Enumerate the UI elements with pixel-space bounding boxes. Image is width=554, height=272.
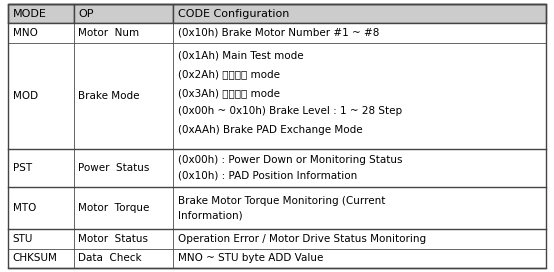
Bar (8, 23, 74, 43)
Text: Information): Information) (178, 211, 242, 221)
Text: Motor  Status: Motor Status (78, 234, 148, 244)
Bar (74, 43, 173, 149)
Text: (0xAAh) Brake PAD Exchange Mode: (0xAAh) Brake PAD Exchange Mode (178, 125, 362, 135)
Bar (74, 4, 173, 23)
Bar (8, 229, 74, 249)
Text: CHKSUM: CHKSUM (13, 253, 58, 263)
Text: (0x1Ah) Main Test mode: (0x1Ah) Main Test mode (178, 50, 304, 60)
Text: Brake Motor Torque Monitoring (Current: Brake Motor Torque Monitoring (Current (178, 196, 385, 206)
Bar (74, 229, 173, 249)
Text: MODE: MODE (13, 9, 47, 19)
Text: MNO: MNO (13, 28, 38, 38)
Text: MOD: MOD (13, 91, 38, 101)
Text: Operation Error / Motor Drive Status Monitoring: Operation Error / Motor Drive Status Mon… (178, 234, 426, 244)
Text: STU: STU (13, 234, 33, 244)
Text: (0x10h) : PAD Position Information: (0x10h) : PAD Position Information (178, 170, 357, 180)
Bar (173, 249, 546, 268)
Bar (173, 187, 546, 229)
Bar (8, 43, 74, 149)
Text: CODE Configuration: CODE Configuration (178, 9, 289, 19)
Bar (74, 23, 173, 43)
Bar (173, 229, 546, 249)
Text: PST: PST (13, 163, 32, 173)
Text: Data  Check: Data Check (78, 253, 142, 263)
Bar (74, 149, 173, 187)
Text: MNO ~ STU byte ADD Value: MNO ~ STU byte ADD Value (178, 253, 323, 263)
Text: Motor  Torque: Motor Torque (78, 203, 150, 213)
Text: (0x10h) Brake Motor Number #1 ~ #8: (0x10h) Brake Motor Number #1 ~ #8 (178, 28, 379, 38)
Text: Motor  Num: Motor Num (78, 28, 140, 38)
Text: (0x2Ah) 상용제동 mode: (0x2Ah) 상용제동 mode (178, 69, 280, 79)
Text: MTO: MTO (13, 203, 36, 213)
Bar (173, 4, 546, 23)
Text: Brake Mode: Brake Mode (78, 91, 140, 101)
Bar (74, 187, 173, 229)
Text: Power  Status: Power Status (78, 163, 150, 173)
Bar (74, 249, 173, 268)
Text: (0x00h ~ 0x10h) Brake Level : 1 ~ 28 Step: (0x00h ~ 0x10h) Brake Level : 1 ~ 28 Ste… (178, 106, 402, 116)
Bar (173, 149, 546, 187)
Text: (0x3Ah) 비상제동 mode: (0x3Ah) 비상제동 mode (178, 88, 280, 98)
Bar (173, 23, 546, 43)
Bar (8, 249, 74, 268)
Text: (0x00h) : Power Down or Monitoring Status: (0x00h) : Power Down or Monitoring Statu… (178, 156, 402, 165)
Text: OP: OP (78, 9, 94, 19)
Bar (8, 187, 74, 229)
Bar (8, 149, 74, 187)
Bar (173, 43, 546, 149)
Bar (8, 4, 74, 23)
